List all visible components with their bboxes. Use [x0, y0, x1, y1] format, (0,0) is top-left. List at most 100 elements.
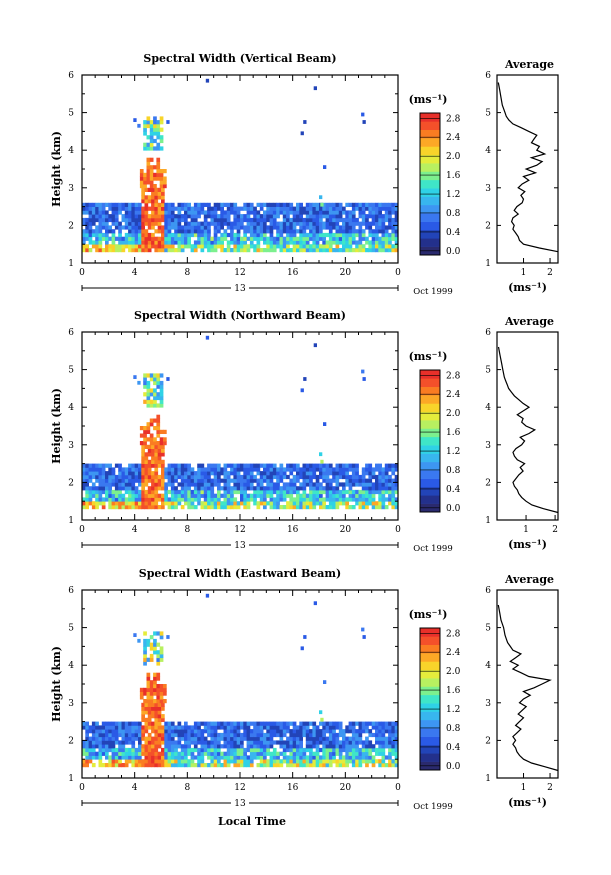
heatmap-cell — [88, 489, 93, 495]
heatmap-cell — [210, 501, 215, 506]
heatmap-cell — [190, 747, 195, 753]
x-tick-label: 16 — [287, 783, 299, 793]
heatmap-cell — [147, 232, 152, 238]
heatmap-cell — [139, 176, 144, 181]
heatmap-cell — [269, 729, 274, 734]
heatmap-cell — [108, 755, 112, 760]
heatmap-cell — [226, 732, 231, 738]
heatmap-cell — [174, 486, 178, 491]
heatmap-cell — [289, 732, 294, 738]
heatmap-cell — [348, 244, 353, 249]
heatmap-cell — [167, 732, 172, 738]
heatmap-cell — [147, 706, 152, 711]
heatmap-cell — [170, 232, 175, 238]
heatmap-cell — [203, 740, 208, 745]
heatmap-cell — [223, 248, 228, 253]
heatmap-cell — [159, 380, 164, 386]
heatmap-cell — [230, 221, 234, 226]
heatmap-cell — [146, 373, 151, 378]
heatmap-cell — [296, 210, 300, 215]
heatmap-cell — [226, 240, 231, 245]
heatmap-cell — [263, 751, 267, 756]
heatmap-cell — [355, 463, 359, 468]
heatmap-cell — [358, 202, 363, 207]
heatmap-cell — [200, 210, 205, 215]
heatmap-cell — [236, 747, 241, 753]
heatmap-cell — [292, 474, 297, 480]
heatmap-cell — [381, 225, 386, 230]
heatmap-cell — [361, 471, 366, 476]
heatmap-cell — [259, 497, 264, 502]
heatmap-cell — [319, 493, 323, 498]
heatmap-cell — [292, 725, 297, 730]
x-tick-label: 12 — [234, 268, 245, 278]
heatmap-cell — [322, 225, 326, 230]
heatmap-cell — [305, 217, 310, 223]
heatmap-cell — [205, 593, 210, 598]
heatmap-cell — [170, 755, 175, 760]
heatmap-cell — [246, 217, 251, 223]
heatmap-cell — [177, 210, 182, 215]
heatmap-cell — [345, 225, 349, 230]
heatmap-cell — [296, 747, 300, 753]
heatmap-cell — [161, 195, 165, 200]
heatmap-cell — [243, 755, 247, 760]
heatmap-cell — [149, 127, 154, 132]
heatmap-cell — [144, 717, 149, 722]
heatmap-cell — [139, 180, 144, 185]
heatmap-cell — [170, 721, 175, 726]
heatmap-cell — [282, 229, 287, 234]
heatmap-cell — [153, 672, 157, 677]
heatmap-cell — [114, 736, 119, 741]
heatmap-cell — [391, 505, 396, 510]
heatmap-cell — [309, 478, 313, 483]
heatmap-cell — [184, 759, 188, 764]
heatmap-cell — [348, 729, 353, 734]
heatmap-cell — [375, 244, 379, 249]
heatmap-cell — [193, 225, 198, 230]
heatmap-cell — [143, 631, 147, 636]
heatmap-cell — [355, 736, 359, 741]
heatmap-cell — [230, 202, 234, 207]
heatmap-cell — [286, 755, 290, 760]
heatmap-cell — [118, 210, 122, 215]
heatmap-cell — [170, 244, 175, 249]
heatmap-cell — [305, 729, 310, 734]
heatmap-cell — [144, 736, 149, 741]
heatmap-cell — [302, 493, 307, 498]
heatmap-cell — [282, 505, 287, 510]
heatmap-cell — [184, 489, 188, 495]
heatmap-cell — [269, 202, 274, 207]
heatmap-cell — [128, 221, 132, 226]
heatmap-cell — [305, 463, 310, 468]
heatmap-cell — [322, 729, 326, 734]
heatmap-cell — [91, 244, 96, 249]
heatmap-cell — [312, 229, 317, 234]
heatmap-cell — [253, 755, 257, 760]
heatmap-cell — [269, 467, 274, 472]
heatmap-cell — [332, 732, 336, 738]
heatmap-cell — [233, 474, 238, 480]
heatmap-cell — [243, 489, 247, 495]
heatmap-cell — [266, 493, 270, 498]
heatmap-cell — [149, 635, 154, 640]
heatmap-cell — [95, 236, 99, 241]
heatmap-cell — [296, 478, 300, 483]
heatmap-cell — [147, 505, 152, 510]
heatmap-cell — [230, 210, 234, 215]
heatmap-cell — [187, 202, 191, 207]
heatmap-cell — [309, 497, 313, 502]
heatmap-cell — [128, 467, 132, 472]
heatmap-cell — [197, 206, 201, 211]
heatmap-cell — [220, 225, 224, 230]
heatmap-cell — [139, 433, 144, 438]
heatmap-cell — [256, 244, 261, 249]
heatmap-cell — [156, 377, 161, 382]
heatmap-cell — [98, 478, 103, 483]
heatmap-cell — [325, 232, 330, 238]
heatmap-cell — [362, 120, 366, 124]
heatmap-cell — [88, 497, 93, 502]
heatmap-cell — [131, 471, 136, 476]
heatmap-cell — [272, 210, 277, 215]
heatmap-cell — [124, 467, 129, 472]
